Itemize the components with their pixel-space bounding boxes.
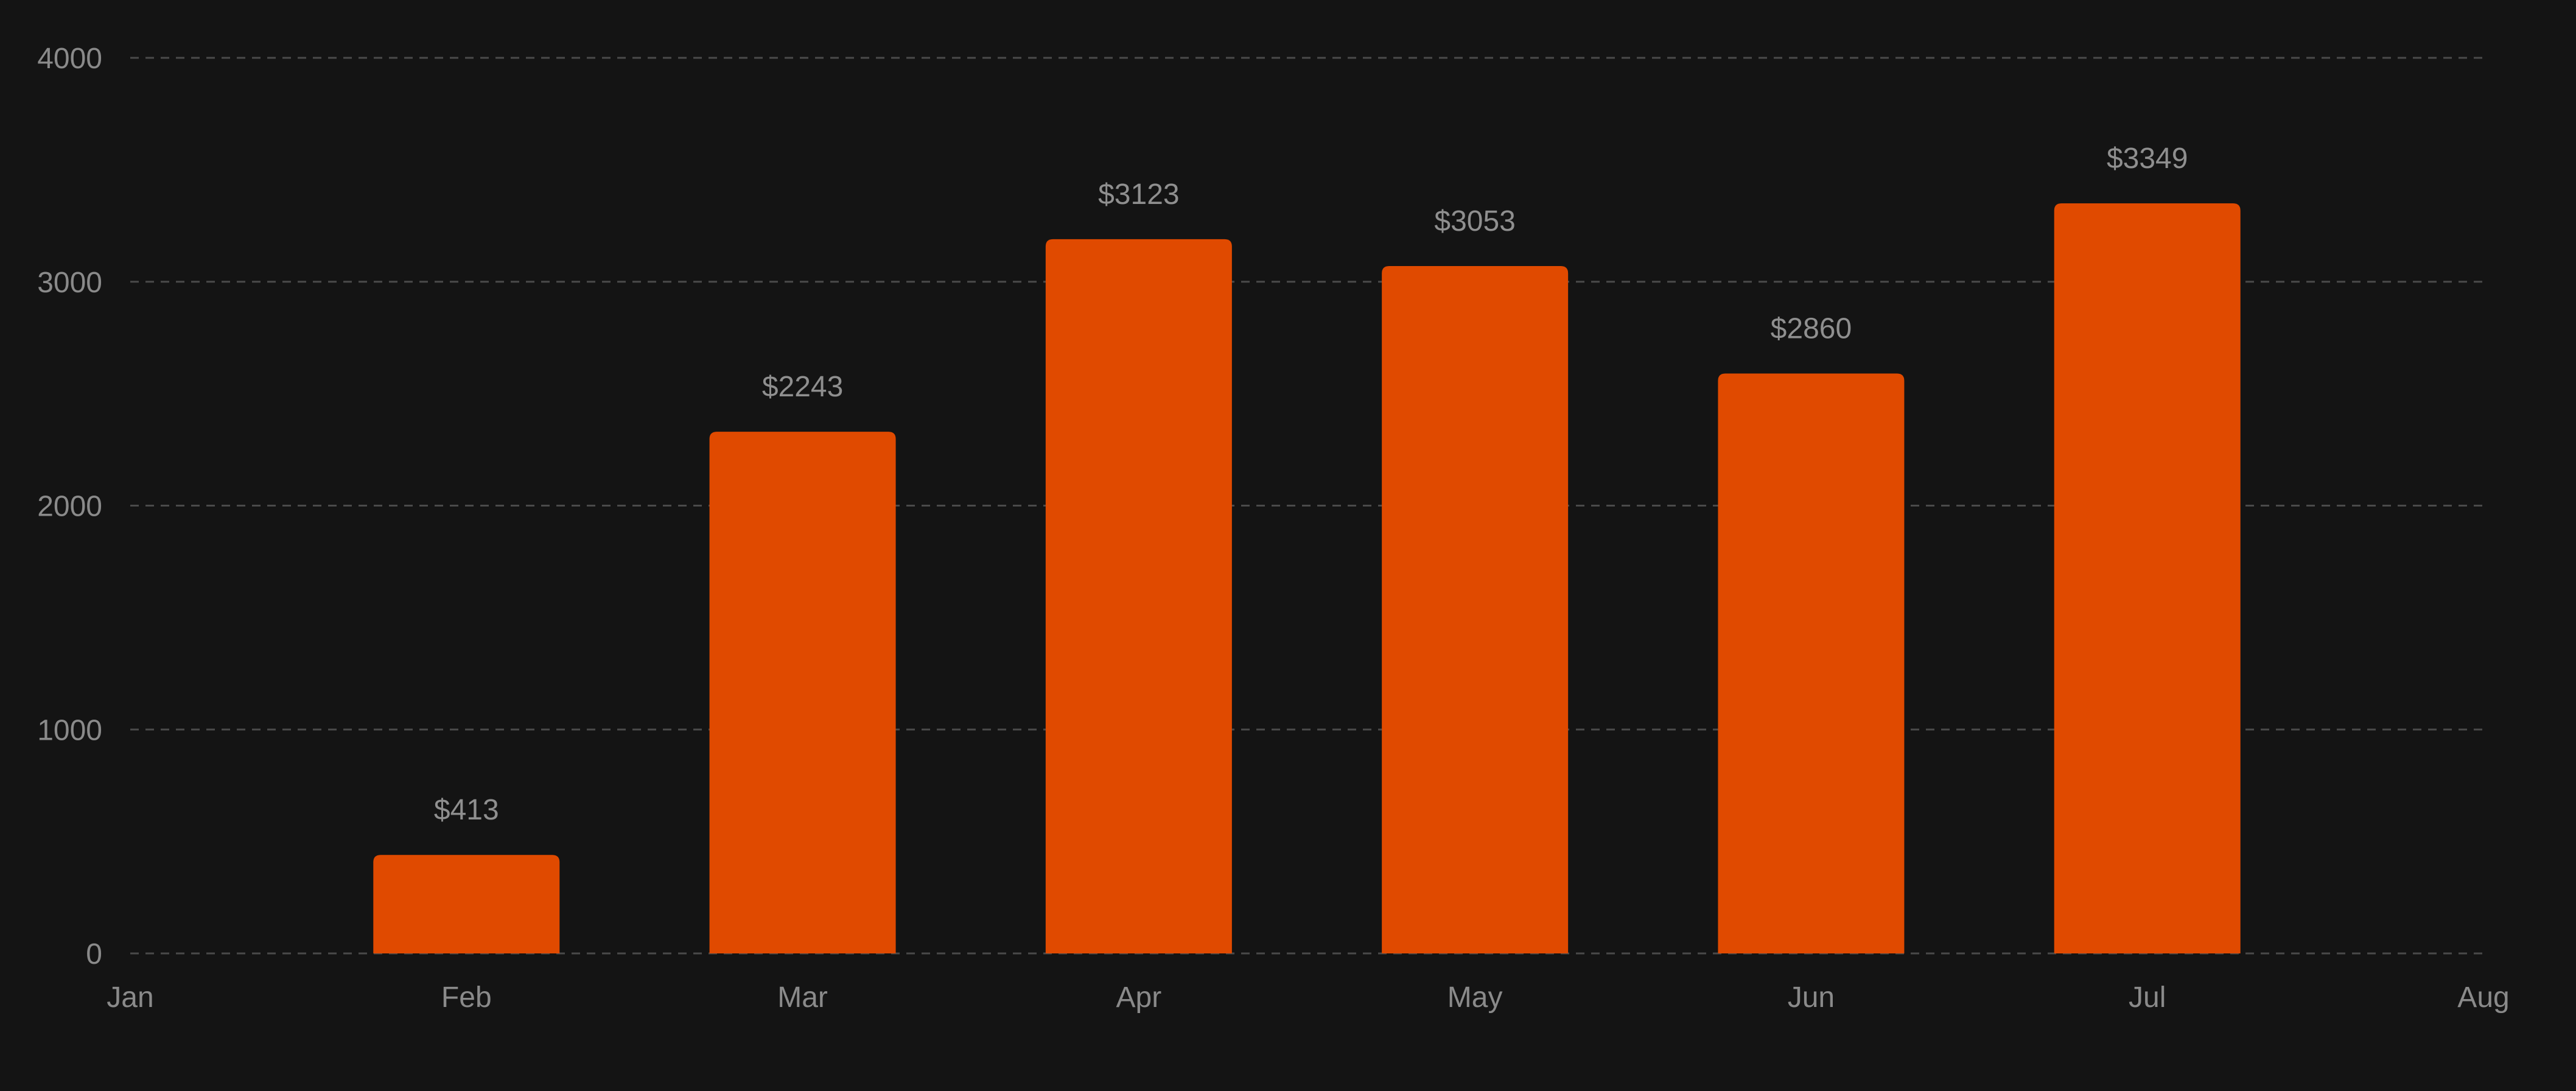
- x-axis-ticks: Jan Feb Mar Apr May Jun Jul Aug: [107, 981, 2509, 1014]
- y-tick-label: 2000: [37, 491, 102, 523]
- x-tick-label: Mar: [777, 981, 828, 1014]
- y-tick-label: 4000: [37, 43, 102, 75]
- y-tick-label: 3000: [37, 267, 102, 299]
- y-tick-label: 0: [86, 938, 102, 970]
- x-tick-label: May: [1447, 981, 1503, 1014]
- bar-feb: [373, 855, 560, 953]
- grid-lines: [130, 57, 2483, 955]
- x-tick-label: Apr: [1116, 981, 1162, 1014]
- bar-may: [1382, 266, 1569, 953]
- bar-mar: [709, 432, 896, 953]
- y-tick-label: 1000: [37, 714, 102, 746]
- bar-value-label: $3349: [2107, 142, 2188, 175]
- bar-value-label: $2860: [1771, 313, 1852, 345]
- bar-jun: [1718, 373, 1905, 953]
- x-tick-label: Jan: [107, 981, 153, 1014]
- x-tick-label: Feb: [441, 981, 492, 1014]
- x-tick-label: Aug: [2457, 981, 2509, 1014]
- bar-apr: [1045, 239, 1232, 954]
- x-tick-label: Jun: [1788, 981, 1835, 1014]
- bar-value-labels: $413 $2243 $3123 $3053 $2860 $3349: [434, 142, 2188, 826]
- bar-value-label: $413: [434, 794, 499, 826]
- bar-value-label: $2243: [762, 371, 843, 403]
- bars: [373, 203, 2241, 954]
- bar-jul: [2054, 203, 2241, 954]
- bar-value-label: $3053: [1434, 205, 1515, 237]
- bar-value-label: $3123: [1098, 178, 1179, 211]
- y-axis-ticks: 0 1000 2000 3000 4000: [37, 43, 102, 970]
- x-tick-label: Jul: [2129, 981, 2166, 1014]
